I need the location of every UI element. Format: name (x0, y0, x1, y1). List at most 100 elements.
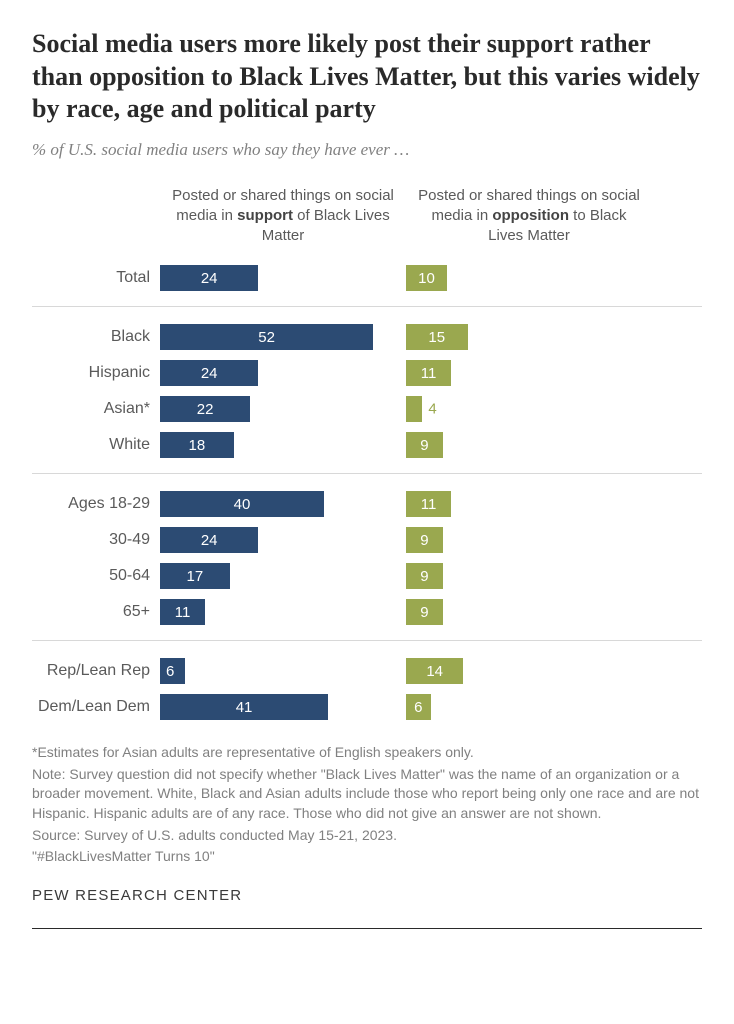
row-label: Ages 18-29 (32, 495, 160, 513)
oppose-value: 4 (428, 401, 436, 418)
oppose-value: 9 (406, 604, 443, 621)
oppose-bar: 9 (406, 599, 443, 625)
row-label: 30-49 (32, 531, 160, 549)
oppose-bar: 10 (406, 265, 447, 291)
oppose-value: 10 (406, 270, 447, 287)
oppose-bar: 14 (406, 658, 463, 684)
chart-body: Total2410Black5215Hispanic2411Asian*224W… (32, 260, 702, 725)
oppose-value: 9 (406, 532, 443, 549)
column-headers: Posted or shared things on social media … (32, 186, 702, 247)
row-label: White (32, 436, 160, 454)
oppose-value: 9 (406, 437, 443, 454)
support-bar: 52 (160, 324, 373, 350)
note-source: Source: Survey of U.S. adults conducted … (32, 826, 702, 846)
support-value: 41 (160, 699, 328, 716)
oppose-bar: 6 (406, 694, 431, 720)
chart-row: 30-4924 9 (32, 522, 702, 558)
support-bar-cell: 24 (160, 265, 406, 291)
oppose-bar-cell: 10 (406, 265, 652, 291)
support-bar: 18 (160, 432, 234, 458)
oppose-bar-cell: 14 (406, 658, 652, 684)
support-value: 24 (160, 365, 258, 382)
group-divider (32, 473, 702, 474)
chart-row: Rep/Lean Rep6 14 (32, 653, 702, 689)
chart-group: Ages 18-29401130-4924950-6417965+119 (32, 486, 702, 630)
note-reference: "#BlackLivesMatter Turns 10" (32, 847, 702, 867)
oppose-bar-cell: 9 (406, 599, 652, 625)
support-value: 6 (160, 663, 185, 680)
oppose-bar-cell: 11 (406, 491, 652, 517)
support-value: 52 (160, 329, 373, 346)
oppose-bar: 9 (406, 527, 443, 553)
oppose-column-header: Posted or shared things on social media … (406, 186, 652, 247)
support-bar: 11 (160, 599, 205, 625)
footer-rule (32, 928, 702, 929)
oppose-value: 6 (406, 699, 431, 716)
support-value: 24 (160, 270, 258, 287)
oppose-bar-cell: 9 (406, 527, 652, 553)
chart-group: Total2410 (32, 260, 702, 296)
chart-row: White18 9 (32, 427, 702, 463)
oppose-bar-cell: 4 (406, 396, 652, 422)
chart-row: Hispanic24 11 (32, 355, 702, 391)
chart-row: Total2410 (32, 260, 702, 296)
oppose-bar-cell: 11 (406, 360, 652, 386)
chart-row: Ages 18-2940 11 (32, 486, 702, 522)
support-bar-cell: 22 (160, 396, 406, 422)
support-value: 24 (160, 532, 258, 549)
chart-subtitle: % of U.S. social media users who say the… (32, 140, 702, 160)
row-label: Dem/Lean Dem (32, 698, 160, 716)
support-bar-cell: 11 (160, 599, 406, 625)
support-bar-cell: 52 (160, 324, 406, 350)
support-value: 17 (160, 568, 230, 585)
oppose-bar-cell: 9 (406, 563, 652, 589)
oppose-value: 9 (406, 568, 443, 585)
group-divider (32, 306, 702, 307)
support-bar-cell: 17 (160, 563, 406, 589)
row-label: Rep/Lean Rep (32, 662, 160, 680)
oppose-value: 14 (406, 663, 463, 680)
support-bar: 6 (160, 658, 185, 684)
oppose-value: 15 (406, 329, 468, 346)
chart-row: Dem/Lean Dem41 6 (32, 689, 702, 725)
row-label: Hispanic (32, 364, 160, 382)
oppose-bar-cell: 6 (406, 694, 652, 720)
support-bar: 24 (160, 265, 258, 291)
support-bar-cell: 24 (160, 360, 406, 386)
oppose-value: 11 (406, 496, 451, 513)
support-bar-cell: 41 (160, 694, 406, 720)
note-method: Note: Survey question did not specify wh… (32, 765, 702, 824)
support-bar: 24 (160, 360, 258, 386)
support-bar-cell: 18 (160, 432, 406, 458)
chart-title: Social media users more likely post thei… (32, 28, 702, 126)
oppose-bar-cell: 9 (406, 432, 652, 458)
support-value: 22 (160, 401, 250, 418)
chart-area: Posted or shared things on social media … (32, 186, 702, 726)
chart-row: 65+119 (32, 594, 702, 630)
chart-group: Black5215Hispanic2411Asian*224White189 (32, 319, 702, 463)
support-bar-cell: 6 (160, 658, 406, 684)
oppose-bar: 11 (406, 491, 451, 517)
oppose-bar: 15 (406, 324, 468, 350)
support-column-header: Posted or shared things on social media … (160, 186, 406, 247)
note-asterisk: *Estimates for Asian adults are represen… (32, 743, 702, 763)
support-bar: 40 (160, 491, 324, 517)
row-label: Asian* (32, 400, 160, 418)
support-value: 11 (160, 604, 205, 621)
oppose-bar: 9 (406, 432, 443, 458)
oppose-bar: 9 (406, 563, 443, 589)
oppose-bar-cell: 15 (406, 324, 652, 350)
support-bar: 41 (160, 694, 328, 720)
row-label: 50-64 (32, 567, 160, 585)
support-bar-cell: 24 (160, 527, 406, 553)
oppose-bar: 4 (406, 396, 422, 422)
chart-row: Black5215 (32, 319, 702, 355)
support-bar-cell: 40 (160, 491, 406, 517)
support-bar: 24 (160, 527, 258, 553)
chart-row: Asian*22 4 (32, 391, 702, 427)
support-value: 18 (160, 437, 234, 454)
support-bar: 17 (160, 563, 230, 589)
brand-label: PEW RESEARCH CENTER (32, 887, 702, 918)
chart-notes: *Estimates for Asian adults are represen… (32, 743, 702, 867)
chart-row: 50-6417 9 (32, 558, 702, 594)
